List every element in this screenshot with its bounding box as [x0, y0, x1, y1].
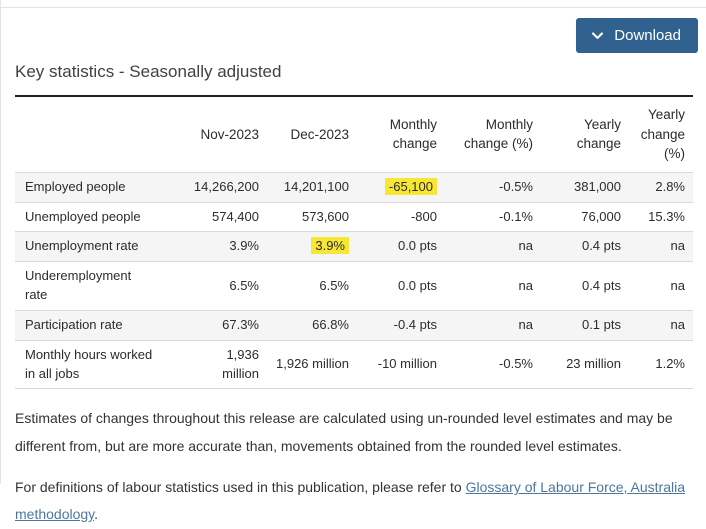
row-label: Monthly hours worked in all jobs — [15, 339, 183, 389]
key-statistics-table: Nov-2023 Dec-2023 Monthly change Monthly… — [15, 95, 693, 390]
table-cell: -0.5% — [445, 171, 541, 203]
table-cell: 6.5% — [183, 261, 267, 311]
table-row: Monthly hours worked in all jobs 1,936 mi… — [15, 339, 693, 389]
table-row: Employed people 14,266,200 14,201,100 -65,1… — [15, 171, 693, 203]
table-cell: na — [629, 231, 693, 262]
table-cell: 67.3% — [183, 309, 267, 341]
top-divider — [1, 7, 706, 8]
row-label: Unemployed people — [15, 201, 183, 232]
chevron-down-icon — [591, 29, 604, 42]
table-cell: na — [629, 261, 693, 311]
table-cell: 76,000 — [541, 201, 629, 232]
table-cell: 1,926 million — [267, 339, 357, 389]
table-cell: 6.5% — [267, 261, 357, 311]
definitions-note-suffix: . — [94, 506, 99, 523]
table-body: Employed people 14,266,200 14,201,100 -65,1… — [15, 171, 693, 389]
highlighted-value: -65,100 — [384, 177, 437, 195]
column-header-yearly-change-pct: Yearly change (%) — [640, 107, 685, 162]
table-cell: na — [629, 309, 693, 341]
row-label: Unemployment rate — [15, 231, 183, 262]
table-row: Underemployment rate 6.5% 6.5% 0.0 pts na 0.4… — [15, 261, 693, 311]
table-cell: 23 million — [541, 339, 629, 389]
highlighted-value: 3.9% — [311, 237, 349, 255]
table-cell: 3.9% — [267, 231, 357, 262]
column-header-dec-2023: Dec-2023 — [290, 126, 349, 142]
table-cell: 15.3% — [629, 201, 693, 232]
row-label: Employed people — [15, 171, 183, 203]
table-cell: -10 million — [357, 339, 445, 389]
table-cell: -65,100 — [357, 171, 445, 203]
table-cell: -800 — [357, 201, 445, 232]
column-header-nov-2023: Nov-2023 — [200, 126, 259, 142]
table-cell: 0.4 pts — [541, 231, 629, 262]
table-cell: 3.9% — [183, 231, 267, 262]
table-cell: 0.0 pts — [357, 261, 445, 311]
table-cell: 14,266,200 — [183, 171, 267, 203]
column-header-monthly-change-pct: Monthly change (%) — [463, 116, 533, 152]
table-cell: -0.4 pts — [357, 309, 445, 341]
definitions-note-prefix: For definitions of labour statistics use… — [15, 479, 466, 496]
table-cell: 0.0 pts — [357, 231, 445, 262]
row-label: Participation rate — [15, 309, 183, 341]
estimates-note: Estimates of changes throughout this rel… — [15, 410, 673, 454]
table-cell: -0.1% — [445, 201, 541, 232]
table-cell: 66.8% — [267, 309, 357, 341]
column-header-monthly-change: Monthly change — [389, 116, 437, 152]
table-row: Participation rate 67.3% 66.8% -0.4 pts na 0.… — [15, 309, 693, 341]
notes: Estimates of changes throughout this rel… — [15, 405, 686, 528]
table-cell: 381,000 — [541, 171, 629, 203]
table-cell: 2.8% — [629, 171, 693, 203]
table-cell: 0.4 pts — [541, 261, 629, 311]
page-title: Key statistics - Seasonally adjusted — [15, 62, 282, 81]
download-button[interactable]: Download — [576, 18, 698, 53]
table-row: Unemployment rate 3.9% 3.9% 0.0 pts na 0.4 pt… — [15, 231, 693, 262]
table-cell: -0.5% — [445, 339, 541, 389]
column-header-yearly-change: Yearly change — [576, 116, 621, 152]
download-button-label: Download — [614, 27, 681, 44]
table-cell: 1.2% — [629, 339, 693, 389]
table-cell: 14,201,100 — [267, 171, 357, 203]
row-label: Underemployment rate — [15, 261, 183, 311]
table-row: Unemployed people 574,400 573,600 -800 -0.1%… — [15, 201, 693, 232]
table-cell: 0.1 pts — [541, 309, 629, 341]
toolbar: Download — [1, 0, 706, 53]
column-header-empty — [15, 96, 183, 172]
table-cell: na — [445, 309, 541, 341]
table-cell: 573,600 — [267, 201, 357, 232]
table-cell: 574,400 — [183, 201, 267, 232]
definitions-note: For definitions of labour statistics use… — [15, 474, 686, 529]
table-cell: na — [445, 231, 541, 262]
table-header: Nov-2023 Dec-2023 Monthly change Monthly… — [15, 96, 693, 172]
table-cell: 1,936 million — [183, 339, 267, 389]
table-cell: na — [445, 261, 541, 311]
